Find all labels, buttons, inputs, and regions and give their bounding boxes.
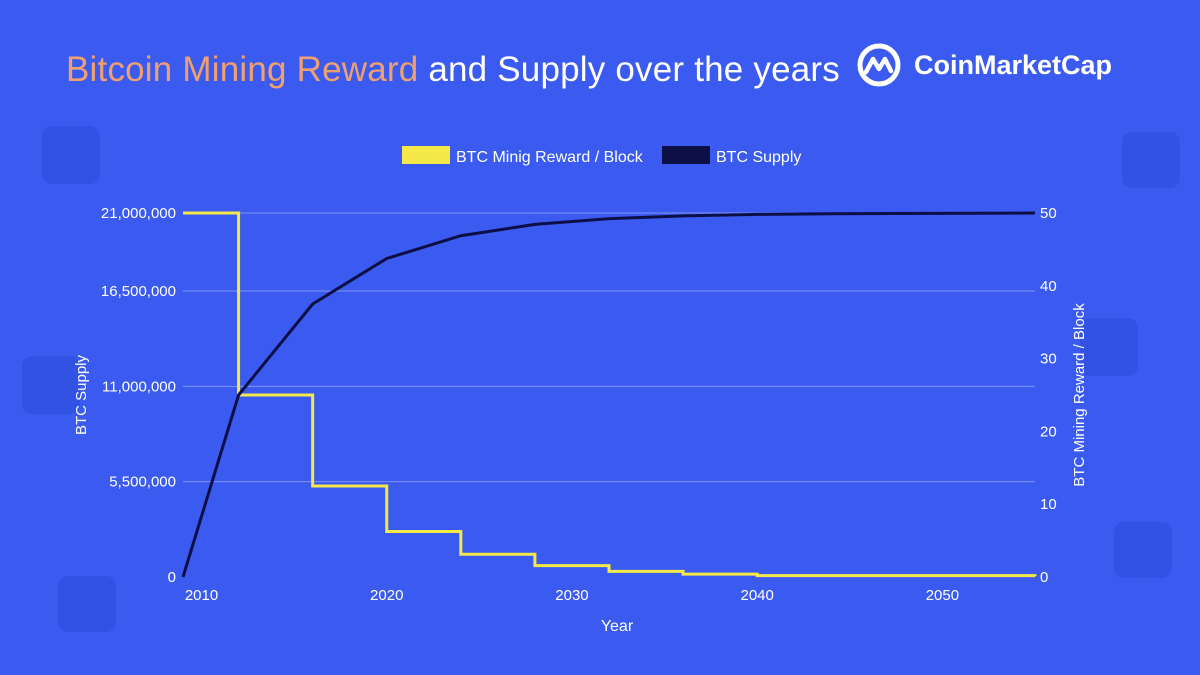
y-left-tick-label: 16,500,000	[101, 283, 176, 300]
x-tick-label: 2010	[185, 587, 218, 604]
decor-square	[42, 126, 100, 184]
decor-square	[1122, 132, 1180, 188]
decor-square	[58, 576, 116, 632]
x-tick-label: 2040	[740, 587, 773, 604]
supply-series-line	[181, 211, 1036, 578]
y-left-tick-label: 21,000,000	[101, 205, 176, 222]
coinmarketcap-logo-icon	[857, 43, 901, 87]
y-left-tick-label: 0	[168, 569, 176, 586]
legend: BTC Minig Reward / Block BTC Supply	[402, 146, 801, 166]
x-tick-label: 2030	[555, 587, 588, 604]
y-left-tick-label: 11,000,000	[102, 378, 176, 395]
y-left-tick-label: 5,500,000	[109, 474, 176, 491]
reward-series-line	[183, 211, 1037, 578]
y-right-tick-label: 10	[1040, 496, 1057, 513]
legend-swatch-reward	[402, 146, 450, 164]
brand-logo: CoinMarketCap	[856, 42, 1112, 88]
decor-square	[22, 356, 80, 414]
y-right-tick-label: 20	[1040, 423, 1057, 440]
x-tick-label: 2020	[370, 587, 403, 604]
y-right-tick-label: 40	[1040, 278, 1057, 295]
y-right-tick-label: 30	[1040, 351, 1057, 368]
page-title: Bitcoin Mining Reward and Supply over th…	[66, 50, 840, 90]
y-left-axis-label: BTC Supply	[73, 354, 90, 435]
title-highlight: Bitcoin Mining Reward	[66, 50, 419, 89]
y-right-tick-label: 0	[1040, 569, 1048, 586]
x-tick-label: 2050	[926, 587, 959, 604]
title-rest: and Supply over the years	[418, 50, 840, 89]
y-right-tick-label: 50	[1040, 205, 1057, 222]
decor-square	[1114, 522, 1172, 578]
legend-label-reward: BTC Minig Reward / Block	[456, 149, 644, 166]
decor-square	[1080, 318, 1138, 376]
y-right-axis-label: BTC Mining Reward / Block	[1071, 303, 1088, 487]
x-axis-label: Year	[601, 618, 634, 635]
legend-swatch-supply	[662, 146, 710, 164]
brand-name: CoinMarketCap	[914, 49, 1113, 80]
legend-label-supply: BTC Supply	[716, 149, 801, 166]
